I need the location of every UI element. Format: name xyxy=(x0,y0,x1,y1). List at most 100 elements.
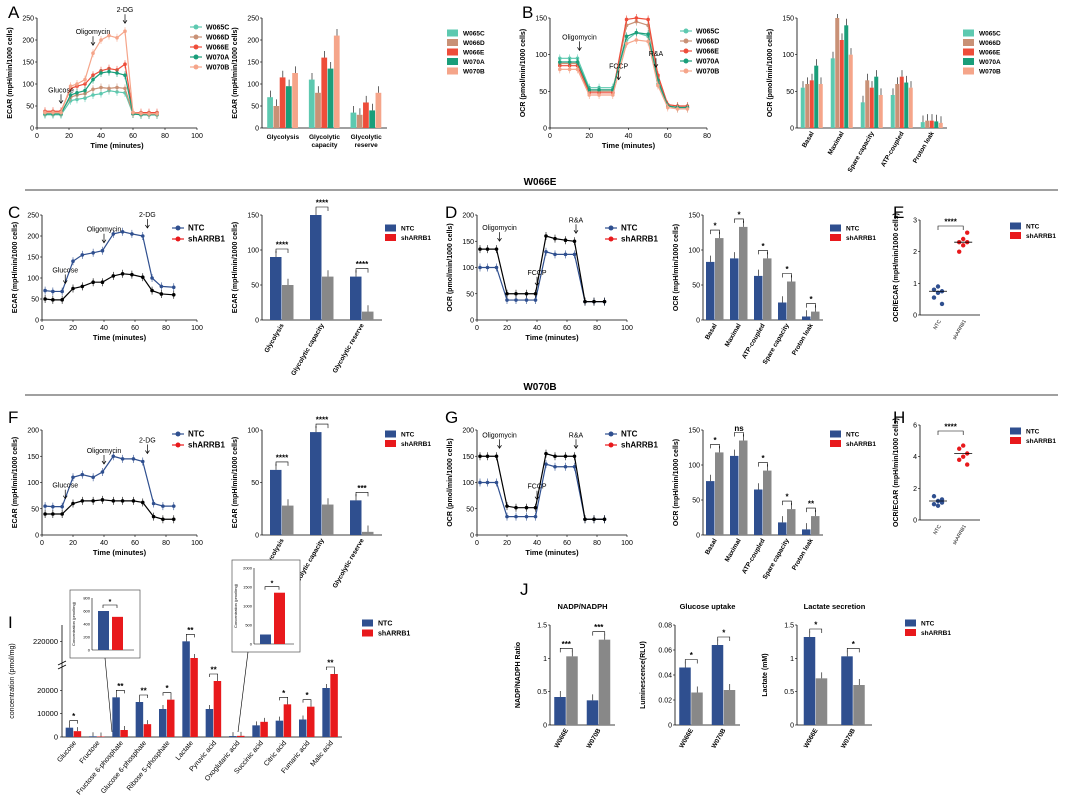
y-tick-label: 50 xyxy=(786,89,794,96)
data-point-shARRB1 xyxy=(43,512,47,516)
bar-W070A xyxy=(327,68,334,128)
data-point-NTC xyxy=(120,230,125,234)
series-line-NTC xyxy=(45,231,174,293)
data-point-shARRB1 xyxy=(494,454,499,459)
bar-NTC xyxy=(711,645,724,725)
significance-bracket-icon xyxy=(806,303,816,308)
y-tick-label: 0 xyxy=(470,318,474,325)
significance-bracket-icon xyxy=(102,604,118,608)
data-point-NTC xyxy=(553,464,557,469)
legend-marker-icon xyxy=(175,225,181,231)
x-tick-label: 60 xyxy=(131,540,139,547)
bar-shARRB1 xyxy=(763,258,772,320)
bar-NTC xyxy=(754,275,763,320)
y-axis-label: ECAR (mpH/min/1000 cells) xyxy=(12,437,19,528)
annotation-label: FCCP xyxy=(527,270,546,277)
data-point-shARRB1 xyxy=(150,288,154,293)
y-tick-label: 250 xyxy=(22,16,34,23)
row-title: W066E xyxy=(524,177,557,188)
significance-bracket-icon xyxy=(315,206,329,211)
significance-bracket-icon xyxy=(209,673,218,677)
significance-label: * xyxy=(722,629,726,638)
bar-shARRB1 xyxy=(691,692,703,725)
significance-bracket-icon xyxy=(846,648,860,653)
y-axis-label: Luminescence(RLU) xyxy=(640,641,647,709)
y-tick-label: 0 xyxy=(30,126,34,133)
significance-label: **** xyxy=(944,218,957,227)
y-tick-label: 200 xyxy=(462,428,474,435)
y-tick-label: 0 xyxy=(790,126,794,133)
y-tick-label: 1 xyxy=(913,281,917,288)
y-tick-label: 0 xyxy=(668,723,672,730)
x-tick-label: 20 xyxy=(503,540,511,547)
data-point-W070B xyxy=(575,67,580,72)
inset-bar xyxy=(112,616,123,650)
down-arrow-icon xyxy=(145,450,150,455)
x-tick-label: 100 xyxy=(621,325,633,332)
legend-swatch-icon xyxy=(830,430,841,438)
data-point-shARRB1 xyxy=(60,298,64,302)
bar-NTC xyxy=(706,481,715,535)
down-arrow-icon xyxy=(62,280,68,285)
y-tick-label: 0 xyxy=(790,723,794,730)
bar-shARRB1 xyxy=(282,505,294,535)
legend-swatch-icon xyxy=(447,58,458,65)
data-point-NTC xyxy=(161,504,165,508)
data-point-W070B xyxy=(91,51,95,55)
data-point-shARRB1 xyxy=(171,517,176,522)
bar-W066D xyxy=(925,120,930,128)
data-point-W070A xyxy=(567,60,572,64)
data-point-shARRB1 xyxy=(120,499,125,503)
data-point-W070B xyxy=(587,93,592,97)
down-arrow-icon xyxy=(573,230,579,234)
x-tick-label: 0 xyxy=(35,133,39,140)
data-point-shARRB1 xyxy=(60,512,64,516)
y-axis-label: ECAR (mpH/min/1000 cells) xyxy=(7,27,14,118)
y-axis-label: OCR (mpH/min/1000 cells) xyxy=(673,439,680,526)
y-axis-label: OCR (pmol/min/1000 cells) xyxy=(447,438,454,526)
bar-W070B xyxy=(908,87,913,128)
significance-label: ** xyxy=(327,659,334,668)
legend-label: W070A xyxy=(206,55,229,62)
legend-marker-icon xyxy=(683,68,689,74)
bar-W066E xyxy=(899,76,904,128)
bar-shARRB1 xyxy=(260,721,268,737)
y-tick-label: 0 xyxy=(696,318,700,325)
bar-W065C xyxy=(860,102,865,128)
data-point-NTC xyxy=(140,234,145,238)
bar-W066E xyxy=(363,102,369,128)
data-point-W070B xyxy=(51,110,55,115)
down-arrow-icon xyxy=(534,496,540,501)
significance-bracket-icon xyxy=(559,648,573,653)
data-point-shARRB1 xyxy=(553,236,557,241)
legend-marker-icon xyxy=(608,236,614,242)
y-tick-label: 150 xyxy=(462,454,474,461)
data-point-W070A xyxy=(646,32,650,36)
legend-swatch-icon xyxy=(1010,222,1021,230)
significance-bracket-icon xyxy=(710,444,720,449)
significance-bracket-icon xyxy=(279,697,288,701)
x-tick-label: 20 xyxy=(585,133,593,140)
data-point-NTC xyxy=(140,459,145,464)
bar-W065C xyxy=(350,112,357,128)
legend-label: W070A xyxy=(979,59,1001,66)
y-tick-label: 50 xyxy=(251,104,259,111)
annotation-label: Oligomycin xyxy=(87,227,122,234)
data-point-shARRB1 xyxy=(120,272,125,276)
y-tick-label: 0 xyxy=(88,648,91,653)
legend-swatch-icon xyxy=(385,440,396,447)
legend-label: W066D xyxy=(696,39,719,46)
bar-W066D xyxy=(315,92,321,128)
y-tick-label: 150 xyxy=(247,60,259,67)
data-point-NTC xyxy=(931,494,937,499)
category-label: Glycolytic xyxy=(351,134,382,141)
category-label: W066E xyxy=(803,727,820,750)
data-point-W066E xyxy=(123,62,127,66)
chart-title: Lactate secretion xyxy=(804,602,866,611)
legend-label: shARRB1 xyxy=(401,235,431,242)
series-line-shARRB1 xyxy=(480,235,605,303)
y-tick-label: 1 xyxy=(543,656,547,663)
bar-NTC xyxy=(778,522,787,535)
data-point-W070A xyxy=(597,88,601,92)
data-point-W070B xyxy=(611,93,615,97)
